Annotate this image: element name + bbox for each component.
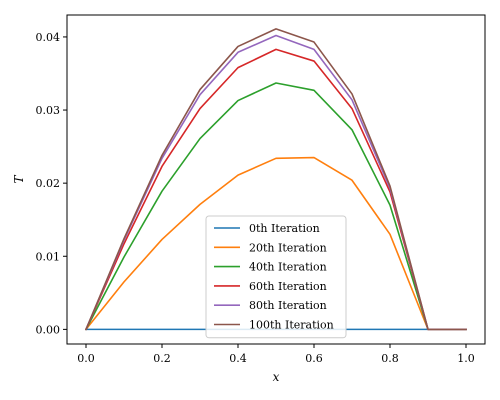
legend-label-4: 80th Iteration	[249, 299, 327, 312]
x-tick-label: 0.8	[381, 352, 399, 365]
x-tick-label: 0.6	[305, 352, 323, 365]
legend-label-0: 0th Iteration	[249, 222, 320, 235]
legend-label-1: 20th Iteration	[249, 241, 327, 254]
legend: 0th Iteration 20th Iteration 40th Iteratio…	[206, 216, 346, 338]
x-axis-label: x	[273, 370, 280, 384]
x-tick-label: 1.0	[457, 352, 475, 365]
y-tick-label: 0.03	[36, 104, 61, 117]
y-tick-label: 0.00	[36, 323, 61, 336]
x-tick-label: 0.2	[153, 352, 171, 365]
y-tick-label: 0.02	[36, 177, 61, 190]
y-tick-label: 0.04	[36, 31, 61, 44]
x-tick-label: 0.4	[229, 352, 247, 365]
legend-label-2: 40th Iteration	[249, 261, 327, 274]
legend-label-5: 100th Iteration	[249, 319, 334, 332]
y-axis-label: T	[12, 175, 26, 184]
y-tick-label: 0.01	[36, 250, 61, 263]
x-tick-label: 0.0	[77, 352, 95, 365]
legend-label-3: 60th Iteration	[249, 280, 327, 293]
